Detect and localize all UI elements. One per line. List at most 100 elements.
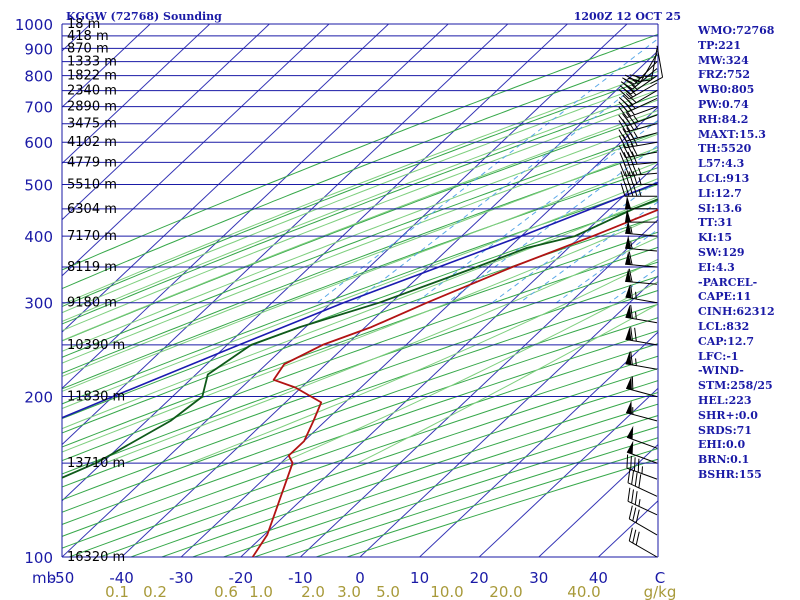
wind-barb-pennant [625,195,631,209]
wind-barb-flag [650,76,663,84]
height-label: 870 m [67,41,109,56]
pressure-tick-label: 300 [24,295,53,313]
dry-adiabat-line [62,54,658,290]
wind-barb [650,45,664,84]
isotherm-line [478,387,658,557]
index-item: MW:324 [698,53,749,67]
wind-barb-flag [627,487,631,502]
dry-adiabat-line [62,261,658,475]
wind-barb-flag [618,106,628,118]
wind-barb [625,220,658,237]
wind-barb-flag [620,183,626,197]
wind-barb [628,527,658,558]
height-label: 11830 m [67,390,125,405]
wind-barb-halfflag [644,75,653,78]
wind-barb-flag [630,133,638,146]
wind-barb-pennant [625,251,632,265]
isotherm-line [62,24,509,446]
temperature-tick-label: -20 [229,569,254,587]
pressure-unit-label: mb [32,569,56,587]
temperature-tick-label: -50 [50,569,75,587]
wind-barb-halfflag [641,466,643,474]
pressure-tick-label: 900 [24,40,53,58]
wind-barb-flag [632,529,637,544]
wind-barb-staff [629,540,658,558]
pressure-tick-label: 1000 [15,16,53,34]
wind-barb-staff [626,451,658,464]
wind-barb [627,469,658,497]
wind-barb-staff [625,161,658,166]
index-item: CINH:62312 [698,305,775,319]
wind-barb-staff [625,363,658,370]
wind-barb-halfflag [638,177,642,185]
wind-barb-flag [623,162,630,176]
temperature-tick-label: -30 [169,569,194,587]
wind-barb-flag [630,304,633,319]
wind-barb-halfflag [635,291,637,300]
mixing-ratio-tick-label: 40.0 [567,583,600,600]
index-item: LI:12.7 [698,186,742,200]
wind-barb-pennant [625,209,631,223]
wind-barb-staff [629,90,658,108]
mixing-ratio-line [446,144,658,304]
wind-barb-halfflag [633,74,641,80]
dry-adiabat-line [62,200,658,420]
wind-barb-staff [626,467,658,480]
wind-barb-halfflag [630,241,633,249]
wind-barb-flag [623,78,636,87]
pressure-tick-label: 400 [24,228,53,246]
mixing-ratio-tick-label: 0.2 [143,583,167,600]
dry-adiabat-line [62,231,658,448]
isotherm-line [62,24,628,557]
wind-barb-halfflag [630,226,633,235]
height-label: 1822 m [67,69,117,84]
wind-barb [626,454,658,480]
mixing-ratio-tick-label: 10.0 [430,583,463,600]
dry-adiabat-line [67,355,658,557]
wind-barb-flag [620,81,633,90]
wind-barb-flag [631,376,634,391]
wind-barb [625,195,657,210]
mixing-ratio-line [353,68,658,304]
wind-barb-flag [622,144,630,158]
index-item: LCL:913 [698,171,750,185]
wind-barb-staff [626,114,658,127]
mixing-ratio-tick-label: 3.0 [337,583,361,600]
wind-barb [625,284,658,304]
mixing-ratio-unit-label: g/kg [644,583,677,600]
index-item: WB0:805 [698,83,755,97]
wind-barb-flag [632,507,637,522]
wind-barb-flag [630,351,633,366]
sounding-profiles [62,181,658,557]
wind-barb-flag [627,469,631,483]
wind-barb-pennant [626,425,634,440]
isotherm-line [240,162,658,557]
wind-barb [620,68,658,90]
pressure-tick-label: 800 [24,68,53,86]
wind-barb-flag [622,87,634,98]
wind-barb-halfflag [632,407,634,415]
wind-barb-staff [626,106,658,119]
wind-barb-staff [625,338,658,346]
wind-barb-staff [625,123,658,133]
wind-barb [618,82,658,100]
wind-barb-staff [625,232,658,237]
wind-barb-flag [632,171,638,185]
wind-barb-flag [622,119,631,132]
dry-adiabat-lines [62,33,658,557]
wind-barb-staff [629,518,658,536]
wind-barb-flag [625,103,635,116]
wind-barb-pennant [625,268,632,282]
temperature-unit-label: C [655,569,665,587]
wind-barb [625,251,658,268]
wind-barb [618,133,658,149]
wind-barb-flag [635,531,640,546]
wind-barb-flag [634,327,637,342]
index-item: TT:31 [698,216,733,230]
wind-barb-staff [625,296,658,304]
wind-barb-flag [622,105,632,117]
isotherm-line [62,24,449,390]
wind-barb-staff [634,61,658,85]
dry-adiabat-line [62,275,658,488]
